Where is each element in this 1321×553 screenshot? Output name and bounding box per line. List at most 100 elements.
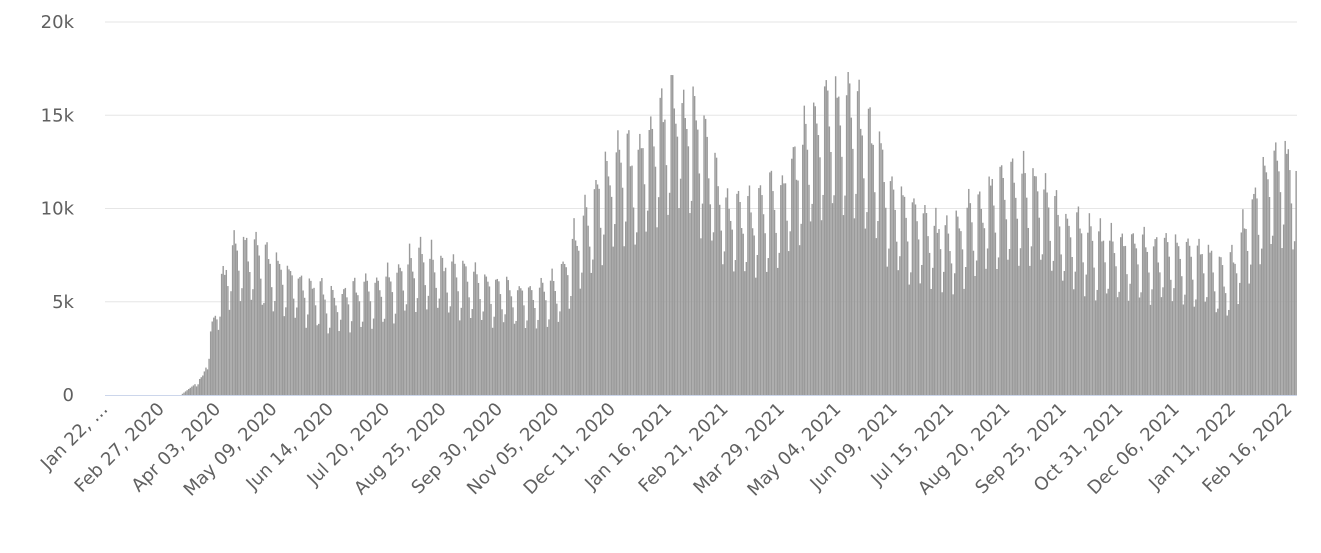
daily-bar[interactable] [563,263,566,395]
daily-bar[interactable] [203,371,206,395]
daily-bar[interactable] [896,241,898,395]
daily-bar[interactable] [247,261,249,395]
daily-bar[interactable] [1171,301,1174,395]
daily-bar[interactable] [925,213,928,395]
daily-bar[interactable] [1055,190,1058,395]
daily-bar[interactable] [1026,197,1028,395]
daily-bar[interactable] [1011,158,1014,395]
daily-bar[interactable] [1098,231,1100,395]
daily-bar[interactable] [1105,293,1108,395]
daily-bar[interactable] [1141,234,1144,395]
daily-bar[interactable] [319,281,322,395]
daily-bar[interactable] [346,297,348,395]
daily-bar[interactable] [505,276,508,395]
daily-bar[interactable] [1242,209,1244,395]
daily-bar[interactable] [1237,304,1239,395]
daily-bar[interactable] [288,269,290,395]
daily-bar[interactable] [303,297,306,395]
daily-bar[interactable] [1196,245,1199,395]
daily-bar[interactable] [244,240,246,395]
daily-bar[interactable] [1038,217,1040,395]
daily-bar[interactable] [183,392,185,395]
daily-bar[interactable] [679,178,682,395]
daily-bar[interactable] [991,178,993,395]
daily-bar[interactable] [1093,267,1095,395]
daily-bar[interactable] [369,301,372,395]
daily-bar[interactable] [1246,250,1249,395]
daily-bar[interactable] [1109,240,1111,395]
daily-bar[interactable] [852,148,854,395]
daily-bar[interactable] [429,258,431,395]
daily-bar[interactable] [327,333,329,395]
daily-bar[interactable] [1120,237,1122,395]
daily-bar[interactable] [1170,279,1172,395]
daily-bar[interactable] [626,133,629,395]
daily-bar[interactable] [380,296,383,395]
daily-bar[interactable] [225,269,228,395]
daily-bar[interactable] [449,306,452,395]
daily-bar[interactable] [812,102,815,395]
daily-bar[interactable] [537,319,539,395]
daily-bar[interactable] [206,369,209,395]
daily-bar[interactable] [889,181,892,395]
daily-bar[interactable] [711,240,713,395]
daily-bar[interactable] [548,319,550,395]
daily-bar[interactable] [452,254,455,395]
daily-bar[interactable] [866,212,868,395]
daily-bar[interactable] [1030,246,1033,395]
daily-bar[interactable] [382,321,384,395]
daily-bar[interactable] [1276,160,1279,395]
daily-bar[interactable] [693,96,696,395]
daily-bar[interactable] [1049,240,1051,395]
daily-bar[interactable] [681,103,683,395]
daily-bar[interactable] [485,276,488,395]
daily-bar[interactable] [1134,243,1136,395]
daily-bar[interactable] [690,200,693,395]
daily-bar[interactable] [258,255,260,395]
daily-bar[interactable] [615,152,618,395]
daily-bar[interactable] [242,236,245,395]
daily-bar[interactable] [1201,254,1203,395]
daily-bar[interactable] [632,207,635,396]
daily-bar[interactable] [715,157,718,395]
daily-bar[interactable] [936,232,939,395]
daily-bar[interactable] [344,287,347,395]
daily-bar[interactable] [636,232,638,395]
daily-bar[interactable] [993,205,995,395]
daily-bar[interactable] [864,228,867,395]
daily-bar[interactable] [565,267,567,395]
daily-bar[interactable] [989,185,992,395]
daily-bar[interactable] [1083,296,1086,395]
daily-bar[interactable] [549,280,552,395]
daily-bar[interactable] [231,245,234,395]
daily-bar[interactable] [545,300,547,395]
daily-bar[interactable] [1047,207,1050,395]
daily-bar[interactable] [659,97,661,395]
daily-bar[interactable] [781,175,784,395]
daily-bar[interactable] [487,281,489,395]
daily-bar[interactable] [1206,297,1208,395]
daily-bar[interactable] [974,276,976,395]
daily-bar[interactable] [634,244,636,395]
daily-bar[interactable] [986,248,989,395]
daily-bar[interactable] [979,191,981,395]
daily-bar[interactable] [349,332,351,395]
daily-bar[interactable] [969,203,972,395]
daily-bar[interactable] [278,263,281,395]
daily-bar[interactable] [426,309,428,395]
daily-bar[interactable] [975,260,978,395]
daily-bar[interactable] [336,312,339,395]
daily-bar[interactable] [347,304,350,395]
daily-bar[interactable] [444,267,447,395]
daily-bar[interactable] [578,250,580,395]
daily-bar[interactable] [902,195,904,395]
daily-bar[interactable] [1224,293,1227,395]
daily-bar[interactable] [324,299,326,395]
daily-bar[interactable] [675,123,677,395]
daily-bar[interactable] [198,378,201,395]
daily-bar[interactable] [1281,248,1283,395]
daily-bar[interactable] [283,316,285,395]
daily-bar[interactable] [365,273,367,395]
daily-bar[interactable] [1129,283,1131,395]
daily-bar[interactable] [263,303,265,395]
